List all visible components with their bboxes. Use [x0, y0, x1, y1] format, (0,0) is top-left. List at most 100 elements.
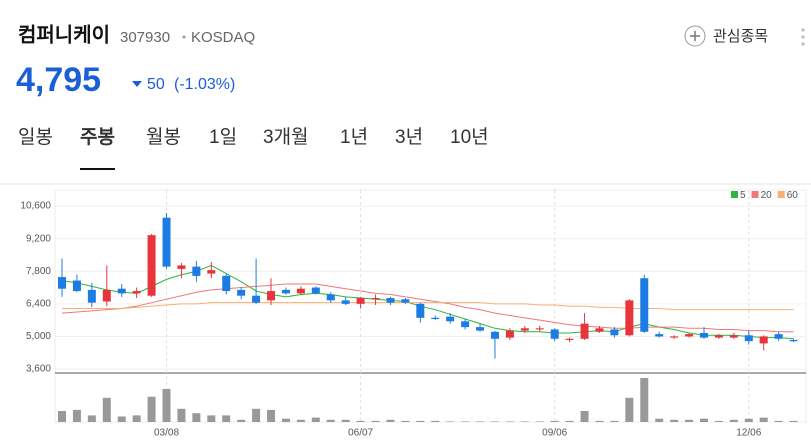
candle-body [729, 335, 738, 338]
volume-bar [356, 420, 365, 422]
candle-body [162, 217, 171, 267]
candle-body [699, 332, 708, 338]
volume-bar [431, 420, 440, 422]
volume-bar [296, 419, 305, 422]
tab[interactable]: 일봉 [18, 126, 53, 148]
volume-bar [222, 415, 231, 422]
volume-bar [162, 389, 171, 422]
candle-body [640, 278, 649, 332]
tab[interactable]: 3년 [395, 126, 423, 148]
tab[interactable]: 10년 [450, 126, 489, 148]
candle-body [72, 280, 81, 292]
candle-body [565, 338, 574, 340]
candle-body [520, 328, 529, 331]
legend-label: 5 [740, 190, 746, 201]
candle-body [759, 336, 768, 344]
volume-bar [72, 409, 81, 422]
tab[interactable]: 1일 [209, 126, 237, 148]
candle-body [386, 298, 395, 303]
candle-body [281, 289, 290, 294]
candle-body [416, 303, 425, 318]
volume-bar [371, 420, 380, 422]
volume-bar [729, 419, 738, 422]
tab[interactable]: 월봉 [146, 126, 181, 148]
moving-average-line [61, 264, 794, 340]
volume-bar [102, 397, 111, 422]
separator-dot [182, 35, 186, 39]
volume-bar [192, 413, 201, 422]
watchlist-button[interactable]: 관심종목 [684, 25, 768, 47]
candle-body [177, 265, 186, 269]
candle-body [446, 316, 455, 322]
moving-average-line [62, 302, 794, 311]
candle-body [371, 298, 380, 300]
volume-bar [625, 397, 634, 422]
volume-bar [267, 409, 276, 422]
volume-bar [580, 411, 589, 422]
candle-body [401, 299, 410, 303]
candle-body [774, 334, 783, 339]
volume-bar [744, 418, 753, 422]
volume-bar [759, 417, 768, 422]
volume-bar [655, 418, 664, 422]
volume-bar [490, 421, 499, 422]
volume-bar [58, 411, 66, 422]
volume-bar [341, 419, 350, 422]
x-tick-label: 03/08 [154, 428, 179, 439]
tab[interactable]: 주봉 [80, 126, 115, 148]
volume-bar [132, 415, 141, 422]
tab-underline [80, 168, 115, 170]
volume-bar [520, 421, 529, 422]
watchlist-label[interactable]: 관심종목 [713, 28, 768, 45]
volume-bar [401, 420, 410, 422]
legend-swatch [777, 191, 785, 198]
volume-bar [252, 408, 261, 422]
down-arrow [132, 81, 142, 87]
candle-body [461, 321, 470, 328]
candle-body [222, 275, 231, 292]
market: KOSDAQ [191, 29, 255, 46]
volume-bar [311, 417, 320, 422]
volume-bar [774, 420, 783, 422]
volume-bar [326, 419, 335, 422]
more-menu[interactable] [801, 28, 805, 46]
volume-bar [87, 415, 96, 422]
volume-bar [117, 416, 126, 422]
candle-body [789, 339, 798, 342]
candle-body [207, 270, 216, 274]
volume-bar [565, 420, 574, 422]
tab[interactable]: 1년 [340, 126, 368, 148]
volume-bar [610, 420, 619, 422]
candle-body [580, 323, 589, 339]
y-tick-label: 7,800 [26, 266, 51, 277]
x-tick-label: 06/07 [348, 428, 373, 439]
candle-body [685, 334, 694, 337]
tab[interactable]: 3개월 [263, 126, 309, 148]
candle-body [237, 289, 246, 296]
candle-body [476, 327, 485, 331]
stock-name: 컴퍼니케이 [18, 23, 110, 46]
volume-bar [461, 421, 470, 422]
candle-body [326, 294, 335, 301]
candle-body [670, 336, 679, 338]
moving-average-line [61, 283, 794, 333]
candle-body [655, 334, 664, 337]
volume-bar [386, 419, 395, 422]
volume-bar [595, 420, 604, 422]
candle-body [87, 289, 96, 303]
candle-body [117, 288, 126, 294]
legend-swatch [731, 191, 738, 198]
candle-body [625, 300, 634, 336]
candle-body [252, 295, 261, 303]
volume-bar [699, 418, 708, 422]
candle-body [147, 235, 156, 296]
y-tick-label: 10,600 [20, 201, 51, 212]
volume-bar [416, 420, 425, 422]
candle-body [714, 335, 723, 338]
y-tick-label: 9,200 [26, 233, 51, 244]
x-tick-label: 09/06 [542, 428, 567, 439]
change: 50 [147, 76, 165, 93]
volume-bar [789, 420, 798, 422]
candle-body [311, 287, 320, 294]
